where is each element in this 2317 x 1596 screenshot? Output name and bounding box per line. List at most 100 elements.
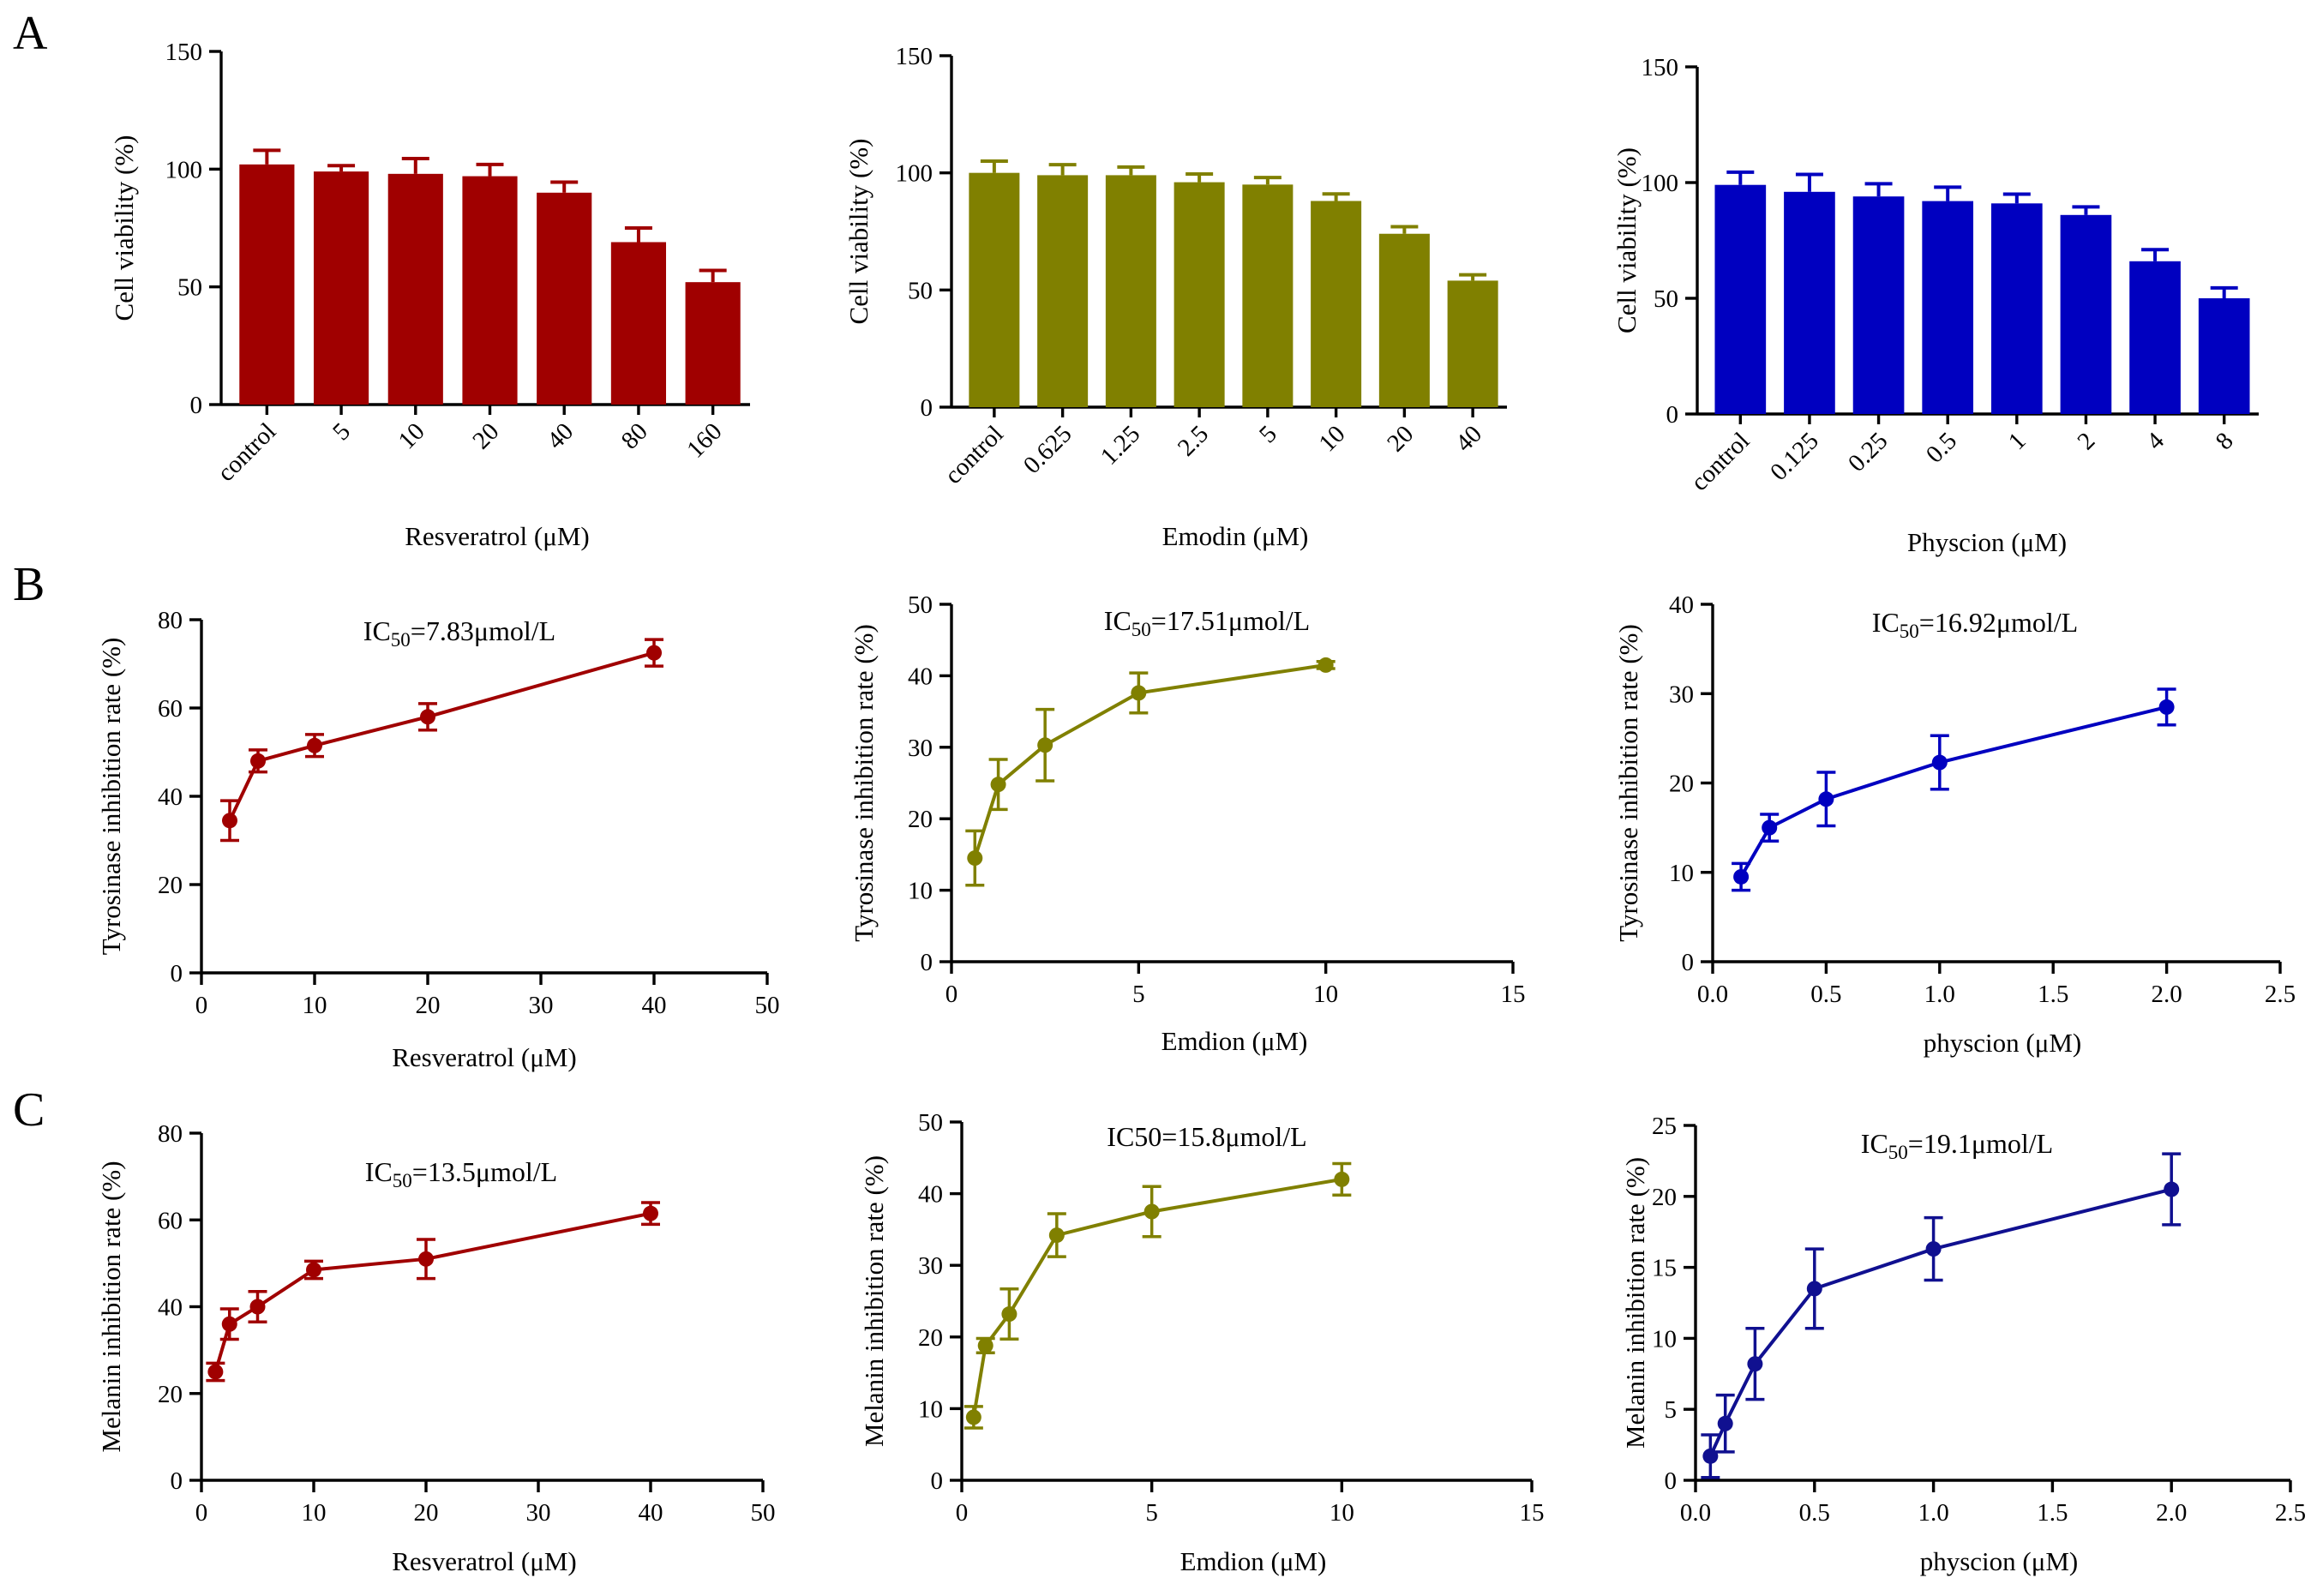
ic50-annotation: IC50=19.1μmol/L xyxy=(1861,1128,2053,1163)
data-point xyxy=(2158,699,2175,715)
bar xyxy=(313,171,369,405)
x-tick-label: 15 xyxy=(1520,1499,1545,1527)
bar xyxy=(1378,233,1430,407)
y-tick-label: 20 xyxy=(1669,771,1694,798)
y-tick-label: 20 xyxy=(158,872,183,899)
series-line xyxy=(213,1211,651,1373)
y-tick-label: 10 xyxy=(908,878,933,905)
x-axis-title: Emodin (μM) xyxy=(1162,521,1309,551)
data-point xyxy=(1818,791,1834,807)
x-tick-label: 0.5 xyxy=(1799,1499,1830,1527)
y-tick-label: 25 xyxy=(1652,1113,1677,1140)
chart-b1: 0 20 40 60 80 Tyrosinase inhibition rate (%) 0… xyxy=(96,607,780,1072)
y-tick-label: 40 xyxy=(908,663,933,690)
chart-c2: 0 10 20 30 40 50 Melanin inhibition rate (%) 0 5… xyxy=(859,1109,1545,1576)
data-point xyxy=(1747,1356,1763,1372)
bar xyxy=(1784,191,1835,415)
data-point xyxy=(250,753,266,769)
bar xyxy=(610,242,667,405)
data-point xyxy=(1001,1306,1017,1323)
x-tick-label: 1.5 xyxy=(2037,1499,2068,1527)
y-axis-title: Cell viability (%) xyxy=(843,139,873,325)
ic50-annotation: IC50=7.83μmol/L xyxy=(363,615,555,651)
ic50-annotation: IC50=17.51μmol/L xyxy=(1104,605,1310,640)
y-tick-label: 100 xyxy=(165,156,203,183)
series-line xyxy=(971,1177,1342,1418)
x-tick-label: 0 xyxy=(956,1499,969,1527)
bar xyxy=(969,172,1020,407)
y-tick-label: 50 xyxy=(908,277,933,304)
panel-letter-b: B xyxy=(13,558,45,611)
data-point xyxy=(1048,1227,1065,1244)
data-point xyxy=(418,1251,434,1267)
data-point xyxy=(307,737,322,753)
data-point xyxy=(1702,1448,1719,1464)
y-tick-label: 30 xyxy=(908,735,933,762)
x-tick-label: 2.5 xyxy=(2275,1499,2306,1527)
data-point xyxy=(420,709,435,725)
y-axis-title: Cell viability (%) xyxy=(1612,147,1642,333)
x-tick-label: 2.0 xyxy=(2156,1499,2187,1527)
x-tick-label: 50 xyxy=(751,1499,776,1527)
data-point xyxy=(1143,1203,1160,1220)
y-tick-label: 50 xyxy=(177,274,202,302)
bar xyxy=(685,282,741,405)
y-tick-label: 40 xyxy=(158,1294,183,1322)
ic50-annotation: IC50=16.92μmol/L xyxy=(1872,607,2078,642)
y-tick-label: 0 xyxy=(921,949,933,976)
bar xyxy=(537,192,592,405)
y-tick-label: 60 xyxy=(158,695,183,723)
x-axis-title: Resveratrol (μM) xyxy=(392,1042,576,1072)
y-tick-label: 50 xyxy=(918,1109,943,1137)
y-tick-label: 40 xyxy=(1669,591,1694,619)
x-tick-label: 0.5 xyxy=(1810,981,1841,1008)
data-point xyxy=(646,645,662,661)
y-tick-label: 100 xyxy=(896,160,933,188)
data-point xyxy=(990,777,1006,793)
y-tick-label: 0 xyxy=(1666,401,1679,429)
bar xyxy=(1852,196,1905,414)
y-tick-label: 0 xyxy=(921,394,933,422)
x-axis-title: physcion (μM) xyxy=(1920,1546,2079,1576)
bar xyxy=(462,176,518,405)
y-tick-label: 15 xyxy=(1652,1255,1677,1282)
x-tick-label: 20 xyxy=(416,992,441,1019)
x-tick-label: 0 xyxy=(945,981,958,1008)
y-tick-label: 40 xyxy=(158,783,183,811)
x-axis-title: Emdion (μM) xyxy=(1180,1546,1327,1576)
data-point xyxy=(1131,685,1147,701)
data-point xyxy=(965,1409,981,1425)
y-tick-label: 150 xyxy=(1642,54,1679,81)
data-point xyxy=(222,813,237,829)
y-tick-label: 150 xyxy=(165,39,203,66)
bar xyxy=(1105,175,1156,407)
data-point xyxy=(643,1205,658,1221)
bar xyxy=(1447,280,1498,407)
panel-letter-c: C xyxy=(13,1083,45,1137)
y-tick-label: 50 xyxy=(1654,285,1678,313)
data-point xyxy=(1733,868,1750,885)
x-tick-label: 1.0 xyxy=(1918,1499,1948,1527)
y-axis-title: Cell viability (%) xyxy=(109,135,139,321)
x-tick-label: 10 xyxy=(303,992,327,1019)
bar xyxy=(387,173,443,405)
y-tick-label: 80 xyxy=(158,1120,183,1148)
ic50-annotation: IC50=15.8μmol/L xyxy=(1107,1121,1306,1152)
y-tick-label: 100 xyxy=(1642,170,1679,197)
y-tick-label: 10 xyxy=(1652,1325,1677,1353)
bar xyxy=(1922,201,1974,414)
x-tick-label: 2.5 xyxy=(2265,981,2296,1008)
y-tick-label: 60 xyxy=(158,1207,183,1234)
y-tick-label: 20 xyxy=(1652,1184,1677,1211)
x-tick-label: 15 xyxy=(1501,981,1526,1008)
data-point xyxy=(2164,1181,2180,1197)
y-axis-title: Tyrosinase inhibition rate (%) xyxy=(1613,624,1643,942)
y-axis-title: Tyrosinase inhibition rate (%) xyxy=(96,638,126,956)
y-axis-title: Tyrosinase inhibition rate (%) xyxy=(849,624,879,942)
bar xyxy=(1174,182,1225,407)
panel-letter-a: A xyxy=(13,7,48,60)
x-tick-label: 5 xyxy=(1132,981,1145,1008)
bar xyxy=(1037,175,1089,407)
y-tick-label: 20 xyxy=(908,806,933,833)
